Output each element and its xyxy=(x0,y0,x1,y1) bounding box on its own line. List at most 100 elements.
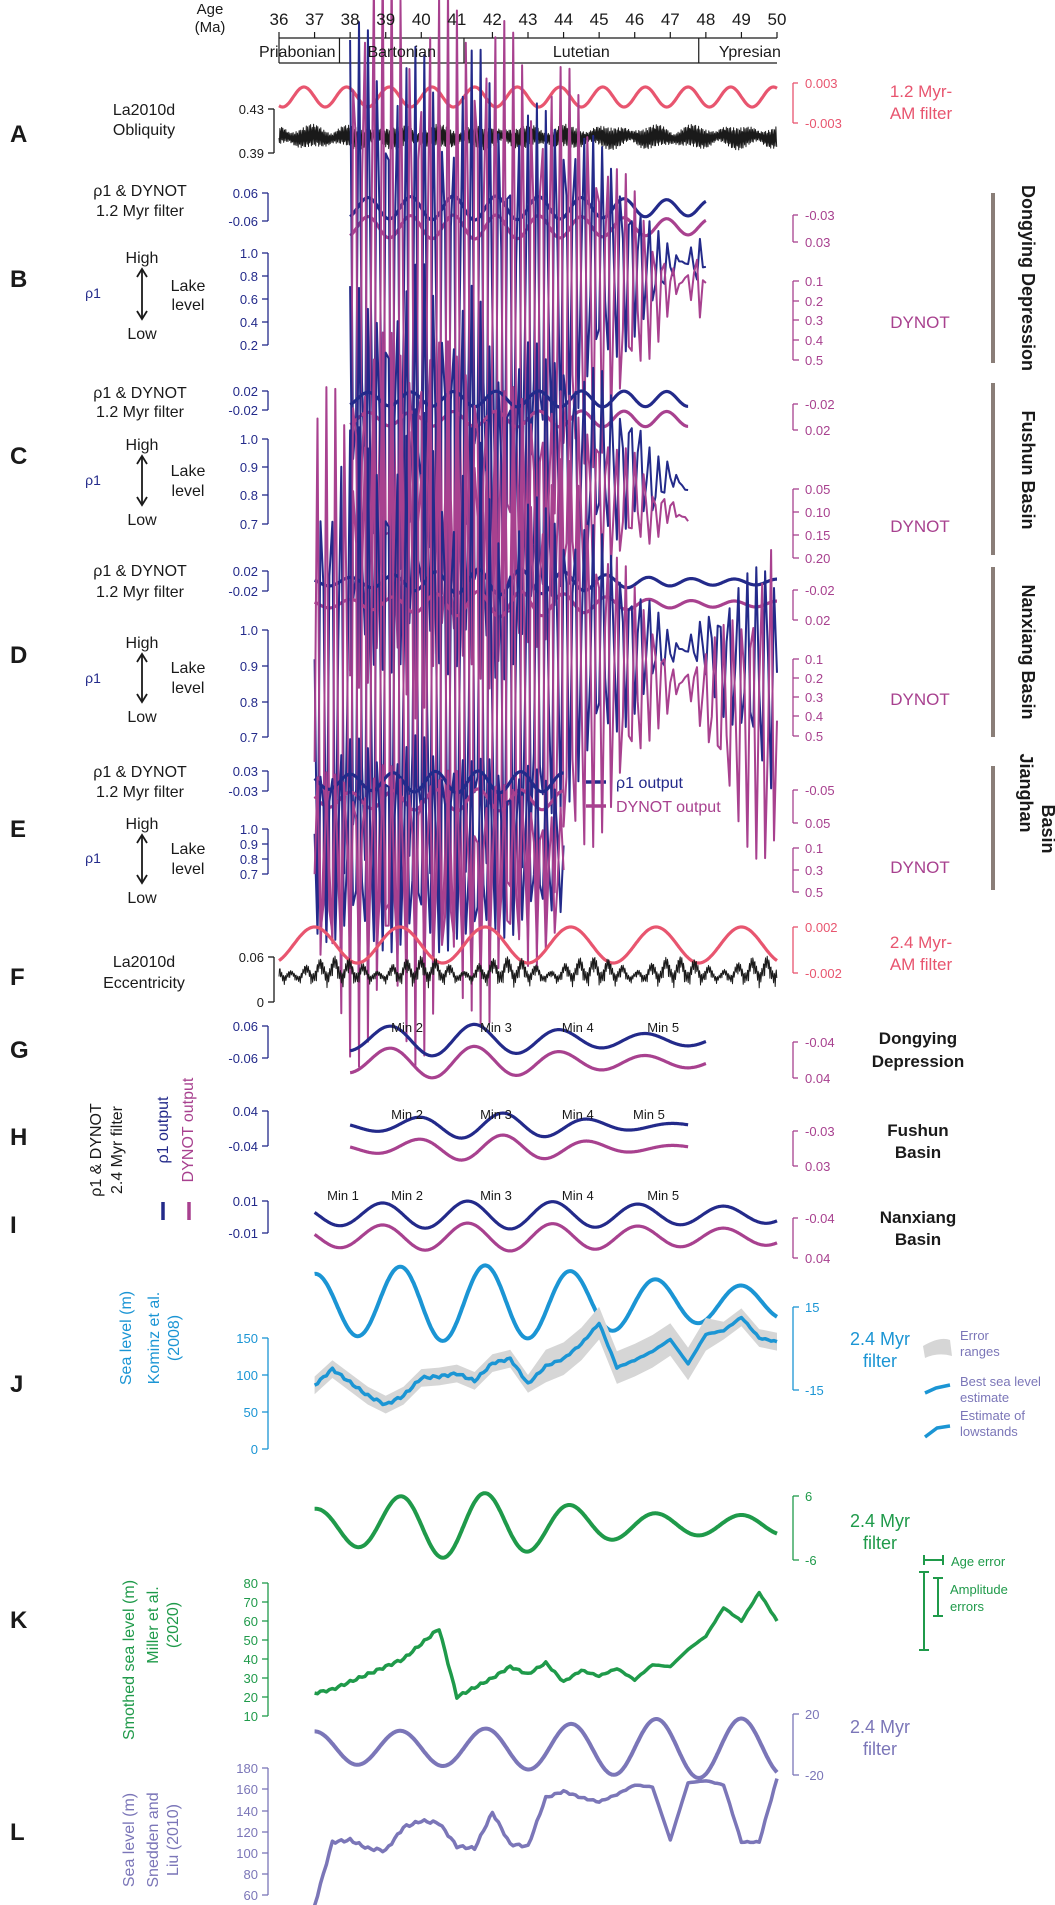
age-tick-label: 36 xyxy=(270,10,289,29)
ghi-legend-rho: ρ1 output xyxy=(155,1096,172,1163)
g-filter-tick-label: -0.06 xyxy=(228,1051,258,1066)
obliquity-tick-label: 0.39 xyxy=(239,146,264,161)
legend-best-swatch xyxy=(924,1383,951,1395)
d-filter-tick-label: -0.02 xyxy=(805,583,835,598)
basin-name: Basin xyxy=(1038,804,1055,853)
c-rho-tick-label: 1.0 xyxy=(240,432,258,447)
d-rho-tick-label: 1.0 xyxy=(240,623,258,638)
b-rho-tick-label: 1.0 xyxy=(240,246,258,261)
filter-label: AM filter xyxy=(890,104,953,123)
h-filter-tick-label: 0.04 xyxy=(233,1104,258,1119)
k-tick-label: 30 xyxy=(244,1671,258,1686)
c-rho-curve xyxy=(349,263,689,681)
i-filter-tick-label: -0.01 xyxy=(228,1226,258,1241)
b-filter-tick-label: 0.06 xyxy=(233,186,258,201)
high-label: High xyxy=(126,635,159,652)
filter-label: 1.2 Myr filter xyxy=(96,784,185,801)
ghi-side-label: 2.4 Myr filter xyxy=(109,1105,126,1194)
j-tick-label: 100 xyxy=(236,1368,258,1383)
basin-name: Jianghan xyxy=(1016,753,1036,832)
c-rho-tick-label: 0.9 xyxy=(240,460,258,475)
k-tick-label: 60 xyxy=(244,1614,258,1629)
age-unit-label: (Ma) xyxy=(195,19,226,36)
d-rho-tick-label: 0.7 xyxy=(240,730,258,745)
e-dynot-tick-label: 0.5 xyxy=(805,885,823,900)
legend-label: Best sea level xyxy=(960,1374,1041,1389)
b-rho-tick-label: 0.2 xyxy=(240,338,258,353)
minimum-label: Min 5 xyxy=(647,1020,679,1035)
h-filter-tick-label: -0.04 xyxy=(228,1139,258,1154)
b-rho-tick-label: 0.4 xyxy=(240,315,258,330)
minimum-label: Min 4 xyxy=(562,1020,594,1035)
age-tick-label: 46 xyxy=(625,10,644,29)
basin-name: Depression xyxy=(872,1052,965,1071)
obliquity-tick-label: 0.43 xyxy=(239,102,264,117)
panel-a-label: Obliquity xyxy=(113,122,175,139)
filter-label: AM filter xyxy=(890,955,953,974)
l-ylabel: Sea level (m) xyxy=(121,1793,138,1887)
dynot-label: DYNOT xyxy=(890,517,950,536)
d-dynot-tick-label: 0.4 xyxy=(805,709,823,724)
b-dynot-tick-label: 0.2 xyxy=(805,294,823,309)
minimum-label: Min 4 xyxy=(562,1107,594,1122)
eccentricity-tick-label: 0 xyxy=(257,995,264,1010)
filter-label: ρ1 & DYNOT xyxy=(93,183,187,200)
lake-arrow-head xyxy=(136,496,148,507)
lake-label: level xyxy=(172,483,205,500)
legend-label: Amplitude xyxy=(950,1582,1008,1597)
b-filter-tick-label: -0.06 xyxy=(228,214,258,229)
k-tick-label: 20 xyxy=(244,1690,258,1705)
j-tick-label: 50 xyxy=(244,1405,258,1420)
c-rho-tick-label: 0.8 xyxy=(240,488,258,503)
e-rho-tick-label: 0.9 xyxy=(240,837,258,852)
d-rho-tick-label: 0.8 xyxy=(240,695,258,710)
minimum-label: Min 2 xyxy=(391,1020,423,1035)
b-filter-tick-label: -0.03 xyxy=(805,208,835,223)
k-filter-tick-label: 6 xyxy=(805,1489,812,1504)
d-filter-tick-label: 0.02 xyxy=(233,564,258,579)
i-filter-tick-label: -0.04 xyxy=(805,1211,835,1226)
dynot-label: DYNOT xyxy=(890,690,950,709)
lake-label: level xyxy=(172,861,205,878)
basin-name: Dongying Depression xyxy=(1018,185,1038,371)
l-filter-tick-label: 20 xyxy=(805,1707,819,1722)
j-filter-tick-label: -15 xyxy=(805,1383,824,1398)
panel-letter: K xyxy=(10,1607,28,1634)
axes-layer xyxy=(136,32,995,1896)
minimum-label: Min 1 xyxy=(327,1188,359,1203)
low-label: Low xyxy=(127,890,157,907)
panel-letter: F xyxy=(10,964,25,991)
lake-arrow-head xyxy=(136,310,148,321)
b-dynot-tick-label: 0.5 xyxy=(805,353,823,368)
basin-name: Fushun xyxy=(887,1121,948,1140)
l-tick-label: 80 xyxy=(244,1867,258,1882)
basin-name: Nanxiang Basin xyxy=(1018,584,1038,719)
lake-arrow-head xyxy=(136,874,148,885)
legend-label: Estimate of xyxy=(960,1408,1025,1423)
high-label: High xyxy=(126,816,159,833)
b-basin-bar xyxy=(991,193,995,363)
minimum-label: Min 4 xyxy=(562,1188,594,1203)
k-tick-label: 40 xyxy=(244,1652,258,1667)
age-tick-label: 39 xyxy=(376,10,395,29)
l-tick-label: 160 xyxy=(236,1782,258,1797)
basin-name: Fushun Basin xyxy=(1018,410,1038,529)
l-filter-tick-label: -20 xyxy=(805,1768,824,1783)
lake-arrow-head xyxy=(136,693,148,704)
g-dynot-curve xyxy=(349,1044,707,1080)
lake-arrow-head xyxy=(136,454,148,465)
l-tick-label: 100 xyxy=(236,1846,258,1861)
legend-label: estimate xyxy=(960,1390,1009,1405)
d-filter-tick-label: -0.02 xyxy=(228,584,258,599)
l-tick-label: 180 xyxy=(236,1761,258,1776)
low-label: Low xyxy=(127,326,157,343)
high-label: High xyxy=(126,250,159,267)
l-tick-label: 120 xyxy=(236,1825,258,1840)
legend-rho-label: ρ1 output xyxy=(616,775,683,792)
j-ylabel: (2008) xyxy=(166,1315,183,1361)
filter-label: 1.2 Myr filter xyxy=(96,404,185,421)
j-sea-level-curve xyxy=(313,1315,778,1407)
filter-label: filter xyxy=(863,1739,897,1759)
d-dynot-filter-curve xyxy=(313,589,778,619)
i-filter-tick-label: 0.04 xyxy=(805,1251,830,1266)
